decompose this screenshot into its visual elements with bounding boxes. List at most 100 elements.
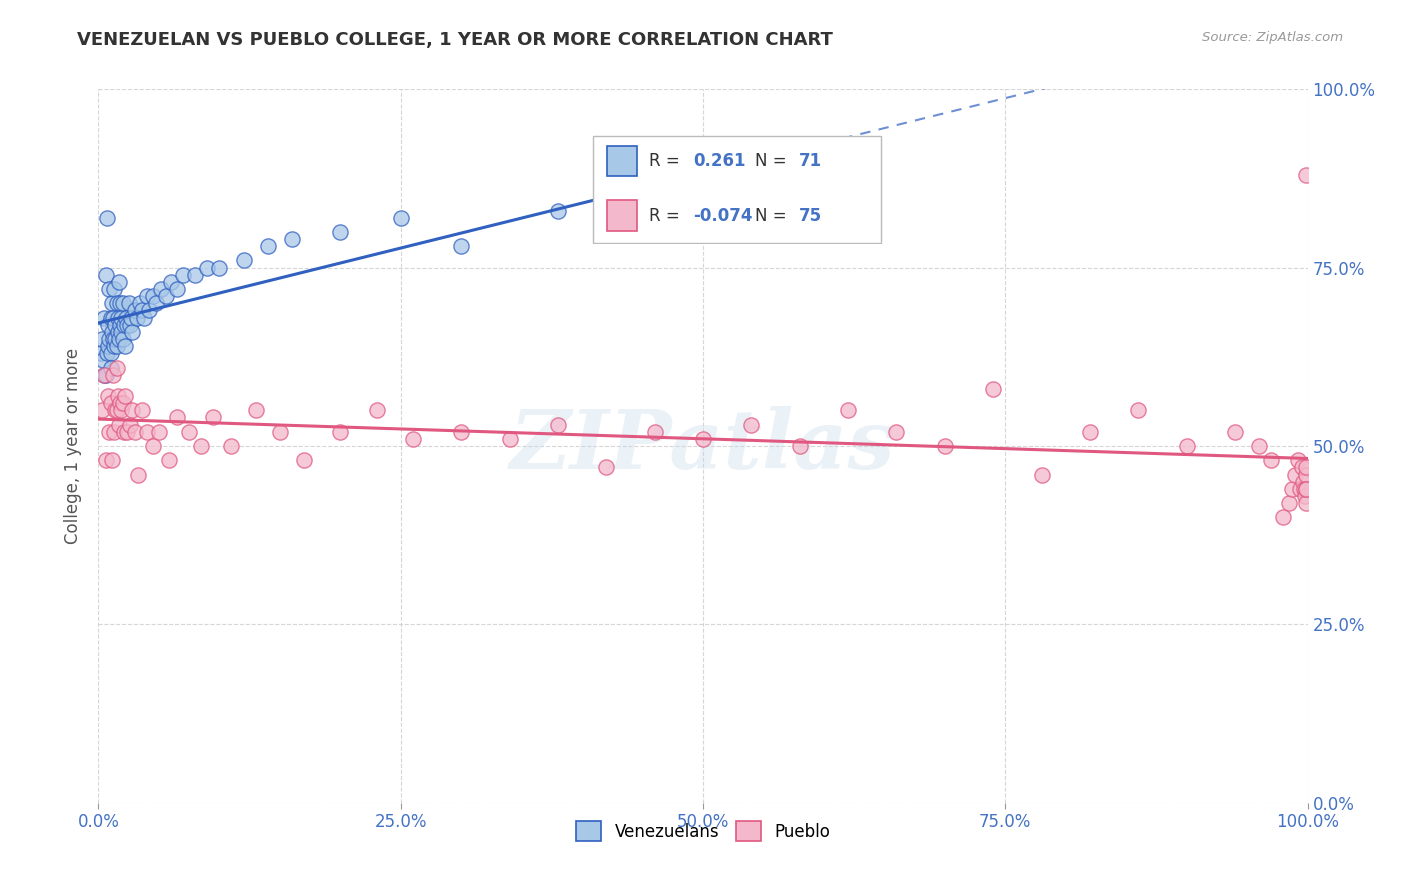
Point [101,332,124,346]
Point [1292,482,1315,496]
Point [93,368,115,382]
FancyBboxPatch shape [607,201,637,231]
Point [101,368,124,382]
Point [131,303,153,318]
Point [94,453,117,467]
Point [118,318,141,332]
Point [145,296,167,310]
Point [135,289,157,303]
Point [100,346,122,360]
Point [104,332,127,346]
Point [111,396,134,410]
Point [114,389,136,403]
Point [101,310,124,325]
FancyBboxPatch shape [593,136,882,244]
Point [98,332,121,346]
Point [142,289,165,303]
Point [104,403,127,417]
Point [103,339,125,353]
Point [1295,482,1317,496]
Point [208,260,231,275]
Point [389,211,412,225]
Point [100,325,122,339]
Point [105,296,128,310]
Point [100,296,122,310]
Point [93,310,115,325]
Point [190,439,212,453]
Point [1249,439,1271,453]
Text: 75: 75 [799,207,823,225]
Point [148,425,170,439]
Point [1295,168,1317,182]
Point [127,310,149,325]
Point [127,467,149,482]
Point [716,182,738,196]
Point [269,425,291,439]
Point [1289,482,1312,496]
Point [131,403,153,417]
Point [104,318,127,332]
FancyBboxPatch shape [607,145,637,177]
Point [1292,475,1315,489]
Point [111,296,134,310]
Point [934,439,956,453]
Point [105,403,128,417]
Point [108,417,131,432]
Point [112,318,135,332]
Point [1295,482,1317,496]
Point [1128,403,1150,417]
Point [105,360,128,375]
Point [118,296,141,310]
Point [134,310,156,325]
Point [120,310,142,325]
Point [166,282,188,296]
Point [886,425,908,439]
Point [107,389,129,403]
Point [94,268,117,282]
Text: R =: R = [648,207,685,225]
Point [837,403,859,417]
Point [96,346,118,360]
Point [202,410,225,425]
Point [98,425,121,439]
Point [93,368,115,382]
Text: N =: N = [755,207,792,225]
Point [789,439,811,453]
Point [97,339,120,353]
Point [108,332,131,346]
Point [98,282,121,296]
Point [1295,496,1317,510]
Point [128,296,150,310]
Point [692,432,714,446]
Point [94,368,117,382]
Point [96,211,118,225]
Point [1223,425,1246,439]
Point [142,439,165,453]
Point [1284,467,1306,482]
Point [118,417,141,432]
Point [256,239,278,253]
Point [1286,453,1309,467]
Text: VENEZUELAN VS PUEBLO COLLEGE, 1 YEAR OR MORE CORRELATION CHART: VENEZUELAN VS PUEBLO COLLEGE, 1 YEAR OR … [77,31,834,49]
Point [547,203,569,218]
Point [179,425,201,439]
Point [1281,482,1303,496]
Point [1291,460,1313,475]
Point [108,396,131,410]
Point [100,360,122,375]
Point [595,460,617,475]
Point [100,396,122,410]
Point [91,332,114,346]
Text: 0.261: 0.261 [693,152,745,169]
Point [1295,467,1317,482]
Point [108,275,131,289]
Text: N =: N = [755,152,792,169]
Text: R =: R = [648,152,685,169]
Point [1078,425,1101,439]
Point [166,410,188,425]
Point [221,439,243,453]
Point [105,339,128,353]
Point [138,303,160,318]
Point [1260,453,1282,467]
Point [103,425,125,439]
